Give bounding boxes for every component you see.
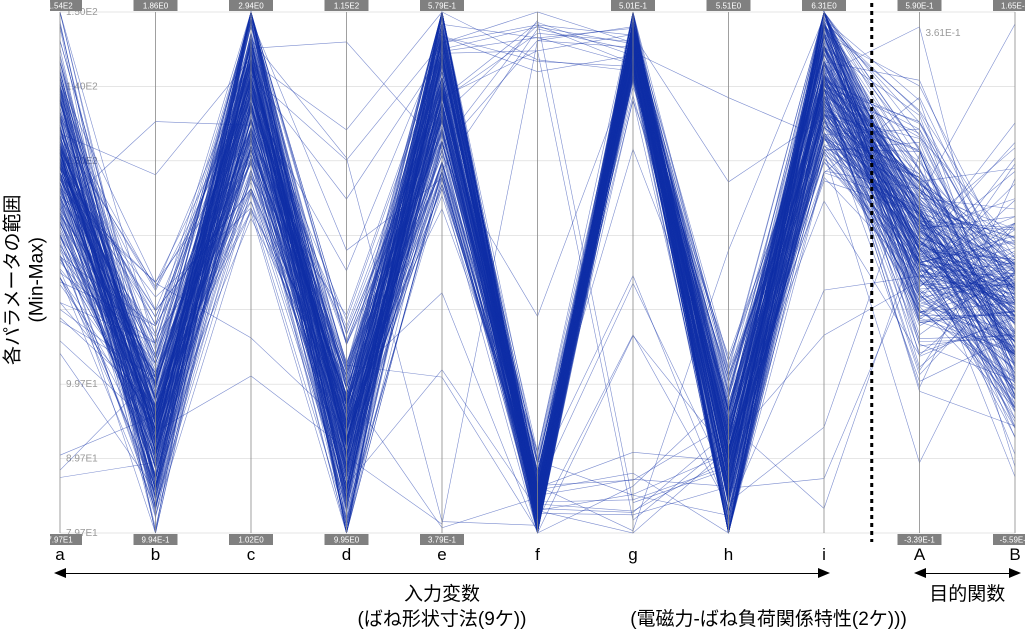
ylabel-line1: 各パラメータの範囲 (2, 195, 23, 365)
axis-g-label: g (628, 545, 637, 565)
axis-labels-row: abcdefghiAB (50, 545, 1025, 570)
svg-text:9.94E-1: 9.94E-1 (141, 536, 170, 545)
svg-text:1.54E2: 1.54E2 (50, 2, 73, 11)
svg-text:5.90E-1: 5.90E-1 (905, 2, 934, 11)
svg-text:1.15E2: 1.15E2 (334, 2, 360, 11)
axis-i-label: i (822, 545, 826, 565)
svg-text:1.02E0: 1.02E0 (238, 536, 264, 545)
axis-b-label: b (151, 545, 160, 565)
svg-text:9.95E0: 9.95E0 (334, 536, 360, 545)
svg-text:1.65E-1: 1.65E-1 (1001, 2, 1025, 11)
svg-text:1.40E2: 1.40E2 (66, 81, 98, 92)
svg-text:6.31E0: 6.31E0 (811, 2, 837, 11)
svg-text:1.86E0: 1.86E0 (143, 2, 169, 11)
svg-text:-3.39E-1: -3.39E-1 (904, 536, 935, 545)
axis-h-label: h (724, 545, 733, 565)
svg-text:5.51E0: 5.51E0 (716, 2, 742, 11)
axis-a-label: a (55, 545, 64, 565)
svg-text:-5.59E-1: -5.59E-1 (1000, 536, 1025, 545)
emf-spring-sublabel: (電磁力-ばね負荷関係特性(2ケ))) (630, 608, 907, 633)
axis-e-label: e (437, 545, 446, 565)
input-vars-group-title: 入力変数 (404, 583, 480, 608)
svg-text:2.94E0: 2.94E0 (238, 2, 264, 11)
objective-group-title: 目的関数 (929, 583, 1005, 608)
input-vars-group-subtitle: (ばね形状寸法(9ケ)) (358, 608, 527, 633)
axis-d-label: d (342, 545, 351, 565)
y-axis-label: 各パラメータの範囲 (Min-Max) (0, 0, 50, 560)
svg-text:3.61E-1: 3.61E-1 (926, 28, 961, 39)
svg-text:5.01E-1: 5.01E-1 (619, 2, 648, 11)
parallel-coordinates-plot: 1.50E21.40E21.30E29.97E18.97E17.97E11.54… (50, 0, 1025, 545)
ylabel-line2: (Min-Max) (26, 237, 47, 323)
axis-f-label: f (535, 545, 540, 565)
svg-text:5.79E-1: 5.79E-1 (428, 2, 457, 11)
svg-text:7.97E1: 7.97E1 (50, 536, 73, 545)
svg-text:3.79E-1: 3.79E-1 (428, 536, 457, 545)
axis-c-label: c (247, 545, 256, 565)
axis-A-label: A (914, 545, 925, 565)
axis-B-label: B (1009, 545, 1020, 565)
